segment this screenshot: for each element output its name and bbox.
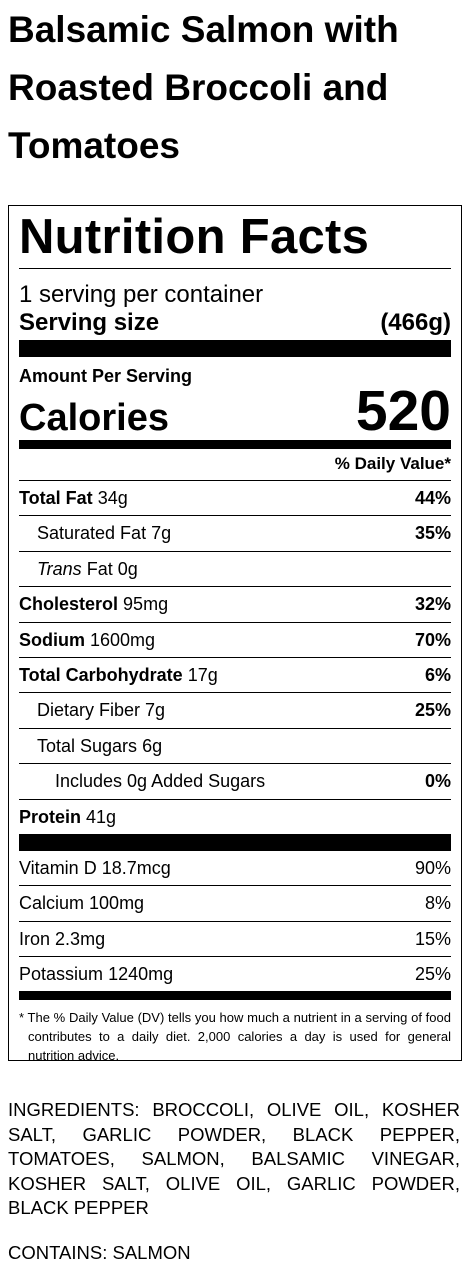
allergens: CONTAINS: SALMON: [8, 1242, 191, 1263]
nutrient-row: Dietary Fiber 7g 25%: [19, 692, 451, 727]
nutrient-amount: 95mg: [123, 594, 169, 615]
daily-value: 70%: [414, 629, 451, 650]
nutrient-name-group: Trans Fat 0g: [19, 552, 138, 586]
daily-value: 32%: [414, 594, 451, 615]
footnote: * The % Daily Value (DV) tells you how m…: [19, 1010, 451, 1064]
daily-value: 0%: [424, 771, 451, 792]
nutrient-name-group: Vitamin D 18.7mcg: [19, 851, 171, 885]
nutrient-name: Potassium: [19, 964, 104, 985]
divider: [19, 340, 451, 357]
divider: [19, 833, 451, 851]
nutrient-name-group: Protein 41g: [19, 800, 116, 834]
serving-size: (466g): [380, 309, 451, 336]
divider: [19, 440, 451, 449]
calories-label: Calories: [19, 397, 169, 439]
nutrient-row: Iron 2.3mg 15%: [19, 920, 451, 956]
nutrient-name: Protein: [19, 806, 82, 827]
nutrient-name-group: Includes 0g Added Sugars: [19, 764, 265, 798]
nutrient-name: Saturated Fat: [37, 523, 147, 544]
nutrient-row: Potassium 1240mg 25%: [19, 956, 451, 991]
nutrient-row: Saturated Fat 7g 35%: [19, 515, 451, 550]
vitamin-list: Vitamin D 18.7mcg 90% Calcium 100mg 8% Iron …: [19, 851, 451, 992]
nutrient-name: Total Sugars: [37, 735, 138, 756]
nutrient-row: Cholesterol 95mg 32%: [19, 586, 451, 621]
nutrient-name-italic: Trans: [37, 558, 82, 579]
daily-value: 15%: [414, 928, 451, 949]
nutrient-name: Vitamin D: [19, 857, 97, 878]
nutrient-name: Fat: [86, 558, 113, 579]
nutrient-amount: 34g: [97, 488, 128, 508]
nutrient-amount: 0g: [117, 558, 138, 579]
nutrition-label: Nutrition Facts 1 serving per container …: [8, 205, 462, 1063]
nutrient-name-group: Iron 2.3mg: [19, 922, 105, 956]
serving-size-label: Serving size: [19, 309, 160, 336]
nutrient-name-group: Dietary Fiber 7g: [19, 693, 165, 727]
daily-value-header: % Daily Value*: [334, 454, 451, 473]
servings: 1 serving per container: [19, 281, 264, 308]
nutrient-name-group: Cholesterol 95mg: [19, 587, 168, 621]
nutrient-name-group: Saturated Fat 7g: [19, 516, 171, 550]
nutrient-name: Total Carbohydrate: [19, 664, 183, 685]
ingredients: INGREDIENTS: BROCCOLI, OLIVE OIL, KOSHER…: [8, 1099, 460, 1218]
nutrient-amount: 1600mg: [90, 629, 156, 650]
nutrient-name: Dietary Fiber: [37, 700, 141, 721]
nutrient-row: Vitamin D 18.7mcg 90%: [19, 851, 451, 885]
calories-row: Calories 520: [19, 382, 451, 440]
nutrient-amount: 17g: [187, 664, 218, 685]
nutrient-amount: 6g: [142, 735, 163, 756]
nutrient-amount: 1240mg: [108, 964, 174, 985]
nutrient-name: Includes 0g Added Sugars: [55, 771, 266, 792]
daily-value: 25%: [414, 964, 451, 985]
nutrient-name: Sodium: [19, 629, 85, 650]
divider: [19, 991, 451, 1001]
nutrient-amount: 7g: [151, 523, 172, 544]
daily-value: 44%: [414, 488, 451, 508]
nutrient-amount: 41g: [86, 806, 117, 827]
nutrient-row: Total Carbohydrate 17g 6%: [19, 656, 451, 692]
daily-value: 35%: [414, 523, 451, 544]
nutrient-name: Total Fat: [19, 488, 93, 508]
nutrient-amount: 100mg: [89, 893, 145, 914]
nutrient-name-group: Total Carbohydrate 17g: [19, 658, 218, 692]
nutrient-name-group: Total Fat 34g: [19, 481, 128, 515]
nutrient-amount: 7g: [145, 700, 166, 721]
label-heading: Nutrition Facts: [19, 210, 370, 264]
nutrient-name-group: Calcium 100mg: [19, 886, 144, 920]
nutrient-list: Total Fat 34g 44% Saturated Fat 7g 35% Trans…: [19, 480, 451, 834]
daily-value: 8%: [424, 893, 451, 914]
nutrient-amount: 18.7mcg: [101, 857, 171, 878]
daily-value: 25%: [414, 700, 451, 721]
nutrient-row: Protein 41g: [19, 798, 451, 834]
nutrient-row: Sodium 1600mg 70%: [19, 621, 451, 657]
serving-size-row: Serving size (466g): [19, 308, 451, 340]
nutrient-name-group: Sodium 1600mg: [19, 623, 155, 657]
recipe-title: Balsamic Salmon with Roasted Broccoli an…: [8, 9, 399, 166]
nutrient-row: Total Sugars 6g: [19, 727, 451, 763]
calories: 520: [355, 379, 451, 443]
nutrient-row: Calcium 100mg 8%: [19, 885, 451, 920]
divider: [19, 268, 451, 269]
nutrient-row: Trans Fat 0g: [19, 550, 451, 586]
daily-value: 90%: [414, 857, 451, 878]
nutrient-name: Calcium: [19, 893, 85, 914]
nutrient-name-group: Potassium 1240mg: [19, 957, 173, 991]
daily-value: 6%: [424, 664, 451, 685]
nutrient-name: Iron: [19, 928, 51, 949]
nutrient-row: Total Fat 34g 44%: [19, 480, 451, 515]
nutrient-name-group: Total Sugars 6g: [19, 729, 162, 763]
nutrient-amount: 2.3mg: [55, 928, 106, 949]
nutrient-row: Includes 0g Added Sugars 0%: [19, 763, 451, 798]
nutrient-name: Cholesterol: [19, 594, 119, 615]
amount-per-serving: Amount Per Serving: [19, 366, 193, 386]
